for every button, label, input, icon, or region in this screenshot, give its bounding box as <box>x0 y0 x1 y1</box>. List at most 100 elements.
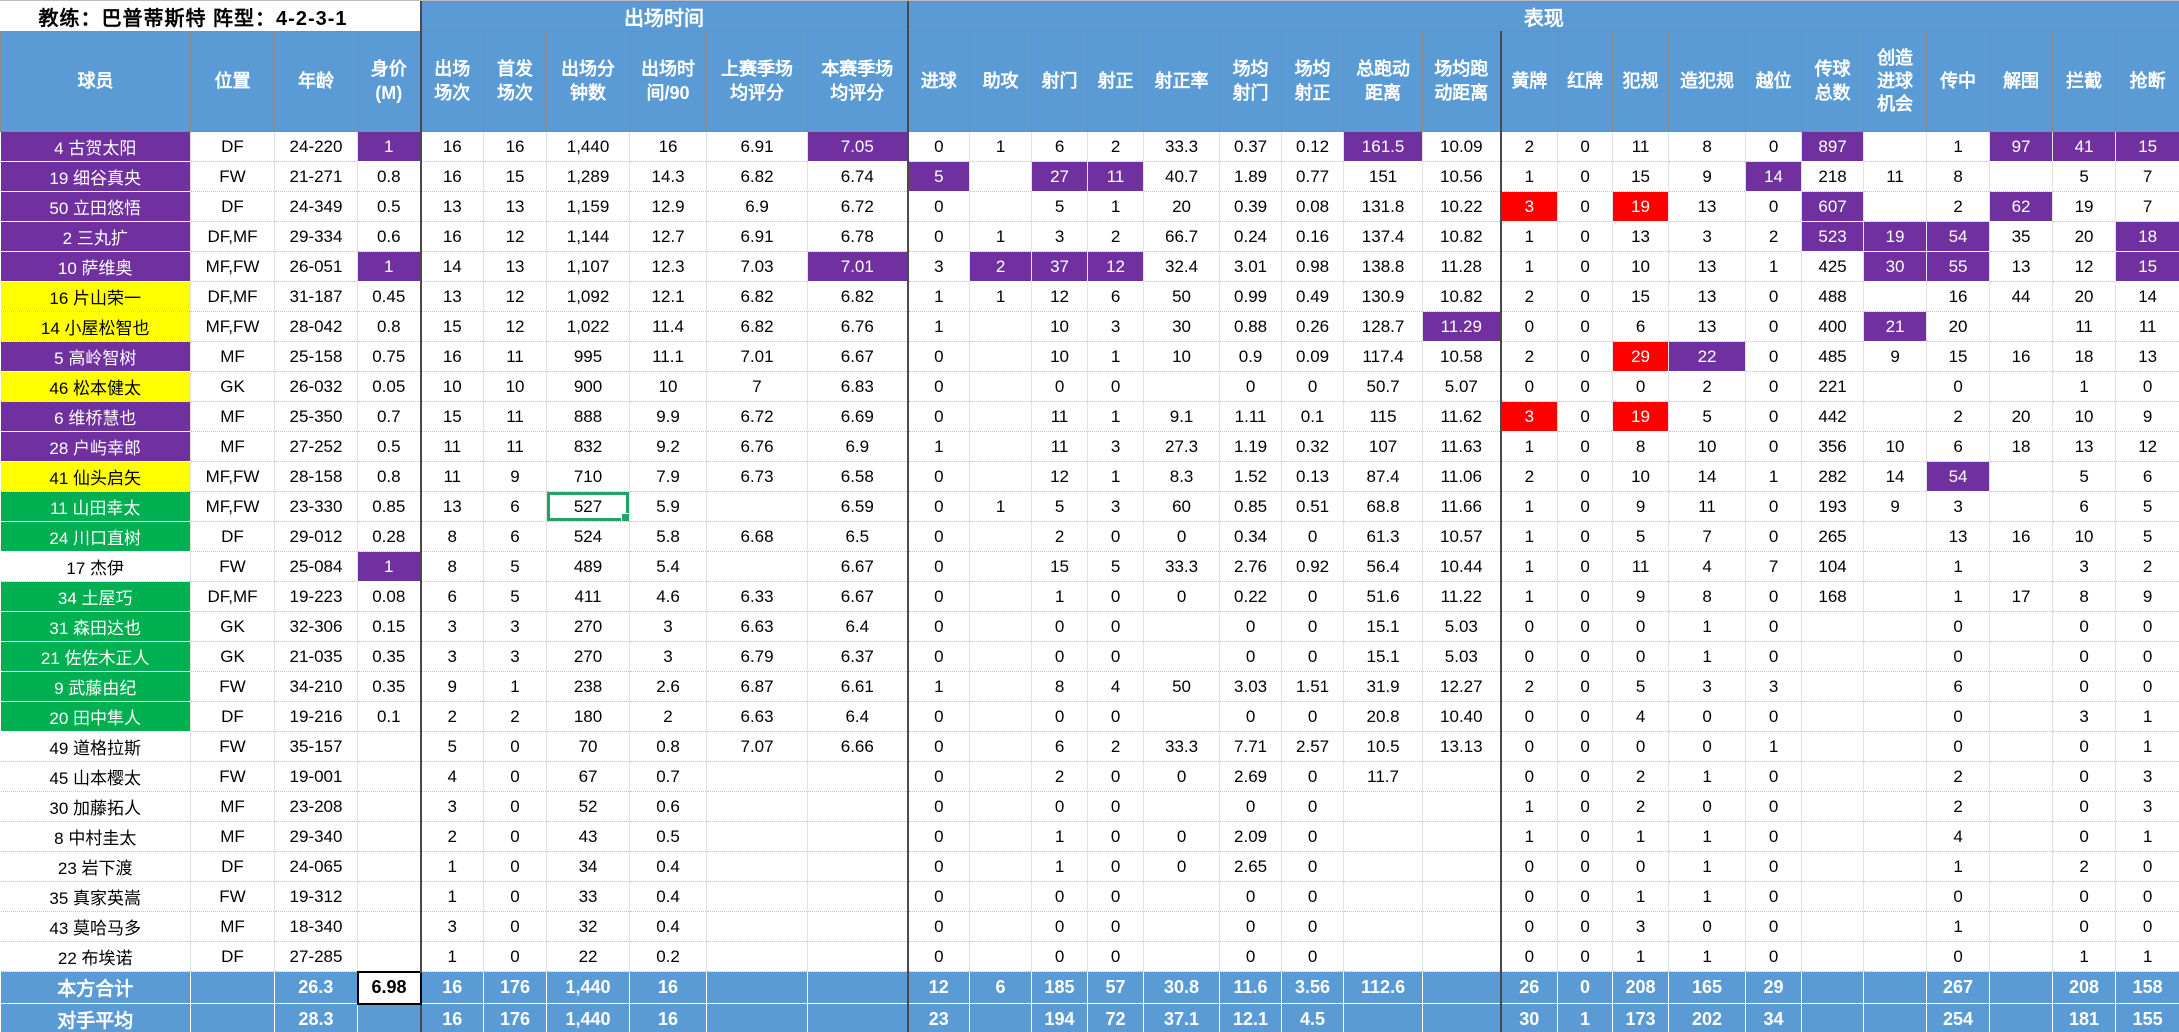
cell-on-target-per-game[interactable]: 0.32 <box>1281 431 1345 462</box>
cell-interceptions[interactable]: 8 <box>2052 581 2117 612</box>
cell-fouls[interactable]: 10 <box>1612 251 1670 282</box>
cell-interceptions[interactable]: 10 <box>2052 521 2117 552</box>
cell-value[interactable]: 0.75 <box>357 341 422 372</box>
column-header-yellow-cards[interactable]: 黄牌 <box>1499 31 1559 132</box>
cell-age[interactable]: 23-330 <box>274 491 358 522</box>
cell-chances-created[interactable] <box>1863 131 1928 162</box>
cell-shots[interactable]: 5 <box>1031 191 1089 222</box>
total-cell-appearances[interactable]: 16 <box>419 971 485 1004</box>
cell-value[interactable]: 0.45 <box>357 281 422 312</box>
cell-offsides[interactable]: 0 <box>1745 881 1803 912</box>
cell-last-season-rating[interactable]: 7.03 <box>706 251 809 282</box>
cell-fouls[interactable]: 8 <box>1612 431 1670 462</box>
cell-fouls[interactable]: 11 <box>1612 551 1670 582</box>
cell-this-season-rating[interactable] <box>807 851 909 882</box>
cell-tackles[interactable]: 15 <box>2115 251 2179 282</box>
cell-shots-on-target[interactable]: 5 <box>1087 551 1145 582</box>
cell-offsides[interactable]: 0 <box>1745 521 1803 552</box>
cell-shots-per-game[interactable]: 0.85 <box>1219 491 1283 522</box>
cell-last-season-rating[interactable] <box>706 821 809 852</box>
cell-goals[interactable]: 0 <box>906 641 971 672</box>
cell-shots-on-target[interactable]: 1 <box>1087 191 1145 222</box>
cell-shots-per-game[interactable]: 0 <box>1219 911 1283 942</box>
cell-clearances[interactable]: 44 <box>1989 281 2054 312</box>
cell-total-passes[interactable] <box>1801 731 1865 762</box>
total-cell-appearances[interactable]: 16 <box>419 1003 485 1032</box>
cell-minutes[interactable]: 1,092 <box>546 281 631 312</box>
cell-tackles[interactable]: 2 <box>2115 551 2179 582</box>
column-header-last-season-rating[interactable]: 上赛季场 均评分 <box>706 31 809 132</box>
total-cell-yellow-cards[interactable]: 30 <box>1499 1003 1559 1032</box>
cell-assists[interactable] <box>969 611 1033 642</box>
cell-tackles[interactable]: 7 <box>2115 161 2179 192</box>
cell-fouls-drawn[interactable]: 13 <box>1668 281 1747 312</box>
cell-minutes[interactable]: 67 <box>546 761 631 792</box>
cell-clearances[interactable] <box>1989 881 2054 912</box>
cell-starts[interactable]: 0 <box>483 761 548 792</box>
cell-shots-on-target[interactable]: 0 <box>1087 791 1145 822</box>
cell-interceptions[interactable]: 0 <box>2052 671 2117 702</box>
cell-crosses[interactable]: 54 <box>1926 461 1991 492</box>
cell-offsides[interactable]: 0 <box>1745 401 1803 432</box>
cell-total-passes[interactable] <box>1801 911 1865 942</box>
cell-shot-accuracy[interactable]: 10 <box>1143 341 1221 372</box>
cell-assists[interactable] <box>969 581 1033 612</box>
cell-this-season-rating[interactable]: 6.67 <box>807 581 909 612</box>
column-header-fouls-drawn[interactable]: 造犯规 <box>1668 31 1747 132</box>
cell-on-target-per-game[interactable]: 0.13 <box>1281 461 1345 492</box>
cell-total-distance[interactable]: 68.8 <box>1343 491 1424 522</box>
cell-shots[interactable]: 10 <box>1031 311 1089 342</box>
cell-fouls-drawn[interactable]: 8 <box>1668 131 1747 162</box>
cell-crosses[interactable]: 55 <box>1926 251 1991 282</box>
total-cell-goals[interactable]: 12 <box>906 971 971 1004</box>
cell-total-passes[interactable]: 523 <box>1801 221 1865 252</box>
cell-offsides[interactable]: 0 <box>1745 791 1803 822</box>
cell-yellow-cards[interactable]: 1 <box>1499 581 1559 612</box>
cell-shots[interactable]: 6 <box>1031 731 1089 762</box>
cell-position[interactable]: MF <box>190 431 275 462</box>
cell-shot-accuracy[interactable]: 27.3 <box>1143 431 1221 462</box>
cell-red-cards[interactable]: 0 <box>1557 911 1614 942</box>
cell-appearances[interactable]: 3 <box>419 611 485 642</box>
total-cell-time-per-90[interactable]: 16 <box>629 1003 708 1032</box>
total-cell-fouls-drawn[interactable]: 165 <box>1668 971 1747 1004</box>
cell-crosses[interactable]: 13 <box>1926 521 1991 552</box>
cell-shots-on-target[interactable]: 0 <box>1087 941 1145 972</box>
cell-fouls-drawn[interactable]: 2 <box>1668 371 1747 402</box>
cell-value[interactable]: 0.85 <box>357 491 422 522</box>
cell-this-season-rating[interactable]: 7.01 <box>807 251 909 282</box>
cell-last-season-rating[interactable]: 6.79 <box>706 641 809 672</box>
cell-interceptions[interactable]: 1 <box>2052 371 2117 402</box>
player-name-cell[interactable]: 46 松本健太 <box>0 371 191 402</box>
cell-this-season-rating[interactable]: 6.67 <box>807 341 909 372</box>
cell-interceptions[interactable]: 18 <box>2052 341 2117 372</box>
total-cell-goals[interactable]: 23 <box>906 1003 971 1032</box>
cell-distance-per-game[interactable]: 10.58 <box>1422 341 1502 372</box>
cell-shots[interactable]: 0 <box>1031 641 1089 672</box>
cell-crosses[interactable]: 0 <box>1926 731 1991 762</box>
total-cell-assists[interactable] <box>969 1003 1033 1032</box>
cell-this-season-rating[interactable]: 6.83 <box>807 371 909 402</box>
cell-shot-accuracy[interactable]: 0 <box>1143 761 1221 792</box>
cell-shots-on-target[interactable]: 3 <box>1087 311 1145 342</box>
cell-fouls[interactable]: 11 <box>1612 131 1670 162</box>
column-header-on-target-per-game[interactable]: 场均 射正 <box>1281 31 1345 132</box>
total-cell-offsides[interactable]: 29 <box>1745 971 1803 1004</box>
cell-value[interactable]: 0.7 <box>357 401 422 432</box>
cell-fouls[interactable]: 6 <box>1612 311 1670 342</box>
cell-goals[interactable]: 1 <box>906 431 971 462</box>
cell-tackles[interactable]: 9 <box>2115 581 2179 612</box>
cell-shot-accuracy[interactable] <box>1143 911 1221 942</box>
cell-total-passes[interactable]: 193 <box>1801 491 1865 522</box>
cell-crosses[interactable]: 4 <box>1926 821 1991 852</box>
column-header-assists[interactable]: 助攻 <box>969 31 1033 132</box>
cell-assists[interactable] <box>969 401 1033 432</box>
cell-total-distance[interactable]: 56.4 <box>1343 551 1424 582</box>
cell-goals[interactable]: 5 <box>906 161 971 192</box>
cell-crosses[interactable]: 54 <box>1926 221 1991 252</box>
cell-offsides[interactable]: 0 <box>1745 191 1803 222</box>
cell-shots-per-game[interactable]: 1.89 <box>1219 161 1283 192</box>
cell-clearances[interactable]: 35 <box>1989 221 2054 252</box>
cell-shot-accuracy[interactable]: 32.4 <box>1143 251 1221 282</box>
total-cell-time-per-90[interactable]: 16 <box>629 971 708 1004</box>
